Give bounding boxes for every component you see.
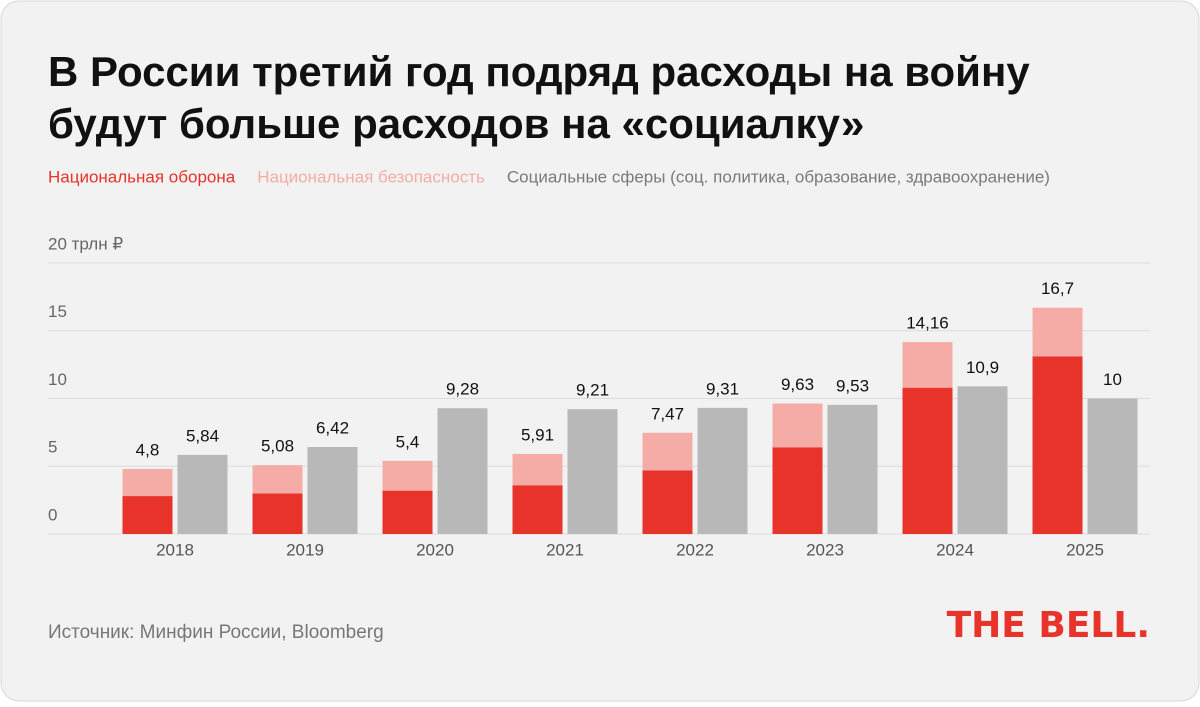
total-label: 7,47 — [651, 404, 684, 423]
source: Источник: Минфин России, Bloomberg — [48, 622, 384, 643]
total-label: 9,63 — [781, 375, 814, 394]
x-tick-label: 2024 — [936, 540, 974, 559]
brand-logo: THE BELL. — [947, 605, 1150, 646]
bar — [642, 470, 693, 534]
legend-entry: Национальная безопасность — [257, 167, 485, 186]
chart-title: В России третий год подряд расходы на во… — [48, 48, 1030, 95]
bar — [252, 493, 303, 534]
x-tick-label: 2023 — [806, 540, 844, 559]
bar — [772, 447, 823, 534]
x-tick-label: 2025 — [1066, 540, 1104, 559]
bar — [642, 432, 693, 471]
data-label: 9,28 — [446, 380, 479, 399]
total-label: 16,7 — [1041, 279, 1074, 298]
total-label: 5,08 — [261, 437, 294, 456]
y-tick-label: 10 — [48, 370, 67, 389]
y-tick-label: 15 — [48, 302, 67, 321]
bar — [697, 407, 748, 534]
bar — [307, 447, 358, 534]
legend-entry: Социальные сферы (соц. политика, образов… — [507, 167, 1050, 186]
data-label: 5,84 — [186, 426, 219, 445]
bar — [1032, 307, 1083, 357]
bar — [1087, 398, 1138, 534]
y-tick-label: 20 трлн ₽ — [48, 234, 123, 253]
data-label: 10,9 — [966, 358, 999, 377]
total-label: 5,91 — [521, 425, 554, 444]
bar — [772, 403, 823, 448]
y-tick-label: 0 — [48, 505, 57, 524]
x-tick-label: 2022 — [676, 540, 714, 559]
bar — [177, 454, 228, 534]
legend-entry: Национальная оборона — [48, 167, 236, 186]
chart-title: будут больше расходов на «социалку» — [48, 100, 864, 147]
total-label: 14,16 — [906, 314, 949, 333]
bar — [382, 460, 433, 491]
data-label: 9,31 — [706, 379, 739, 398]
x-tick-label: 2019 — [286, 540, 324, 559]
bar — [957, 386, 1008, 534]
x-tick-label: 2018 — [156, 540, 194, 559]
data-label: 6,42 — [316, 418, 349, 437]
bar — [122, 496, 173, 534]
total-label: 5,4 — [396, 432, 420, 451]
bar — [567, 409, 618, 534]
bar — [827, 404, 878, 534]
y-tick-label: 5 — [48, 438, 57, 457]
bar — [512, 485, 563, 534]
total-label: 4,8 — [136, 440, 160, 459]
bar — [122, 468, 173, 497]
bar — [252, 465, 303, 494]
data-label: 10 — [1103, 370, 1122, 389]
bar — [902, 387, 953, 534]
bar — [1032, 356, 1083, 534]
bar — [902, 342, 953, 388]
bar — [512, 453, 563, 486]
bar — [437, 408, 488, 534]
bar — [382, 490, 433, 534]
data-label: 9,21 — [576, 381, 609, 400]
data-label: 9,53 — [836, 376, 869, 395]
x-tick-label: 2020 — [416, 540, 454, 559]
x-tick-label: 2021 — [546, 540, 584, 559]
